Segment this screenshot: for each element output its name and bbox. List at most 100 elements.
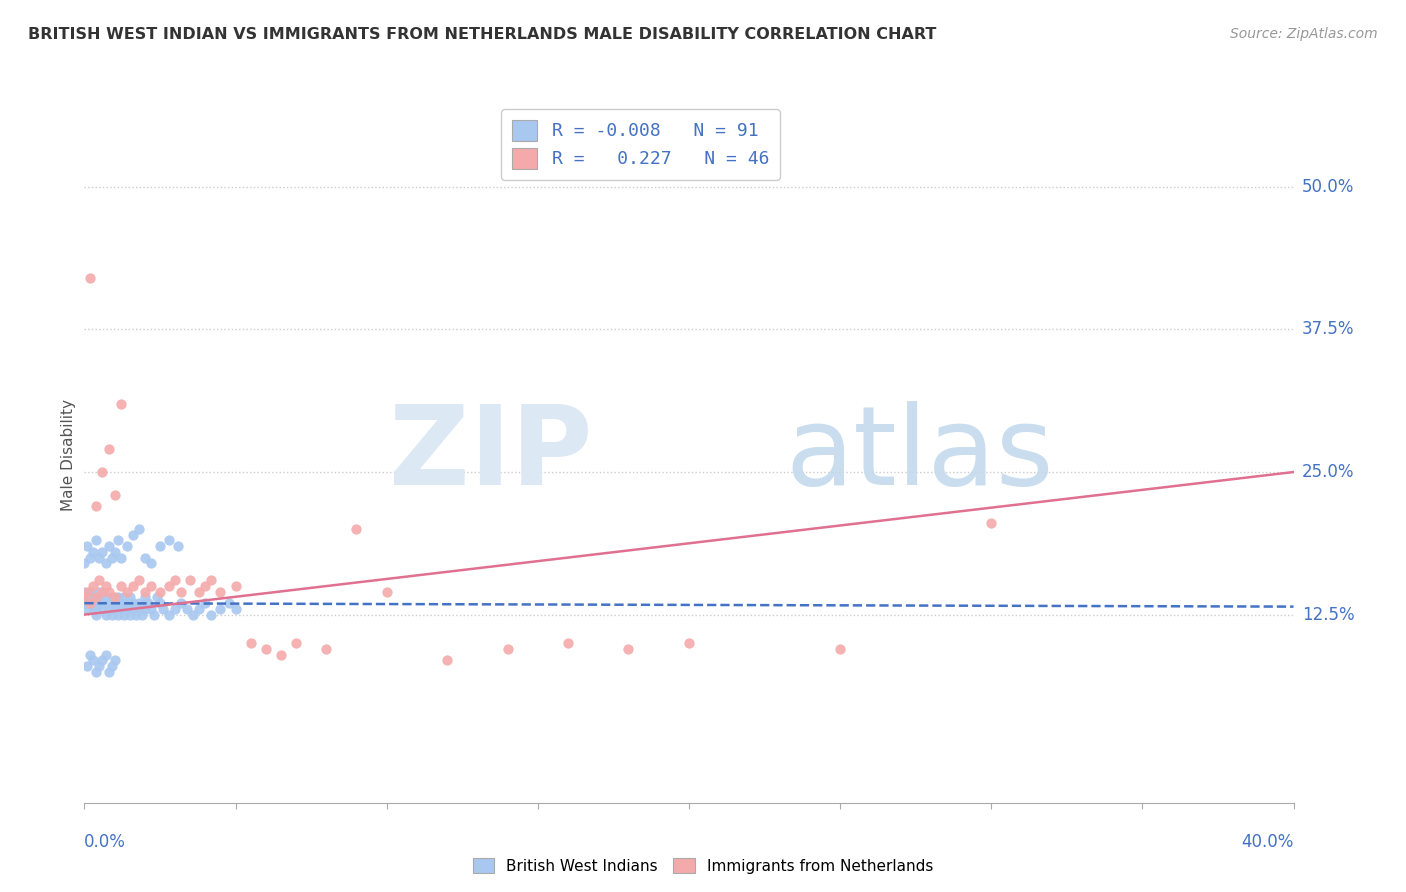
Point <box>110 550 132 565</box>
Point <box>91 653 114 667</box>
Point <box>209 584 232 599</box>
Point <box>110 579 132 593</box>
Point <box>131 607 153 622</box>
Point <box>82 579 104 593</box>
Point <box>128 522 150 536</box>
Point <box>134 584 156 599</box>
Text: 50.0%: 50.0% <box>1302 178 1354 196</box>
Point <box>139 556 162 570</box>
Point <box>86 591 108 605</box>
Point <box>139 579 162 593</box>
Point <box>157 579 180 593</box>
Point <box>89 596 111 610</box>
Point <box>157 533 180 548</box>
Point <box>110 396 132 410</box>
Point <box>496 641 519 656</box>
Point <box>91 602 114 616</box>
Point <box>97 539 120 553</box>
Point <box>82 591 104 605</box>
Point <box>112 607 135 622</box>
Point <box>104 653 127 667</box>
Point <box>89 550 111 565</box>
Point <box>115 602 138 616</box>
Point <box>89 584 111 599</box>
Point <box>73 591 96 605</box>
Point <box>115 584 138 599</box>
Text: Source: ZipAtlas.com: Source: ZipAtlas.com <box>1230 27 1378 41</box>
Point <box>121 579 143 593</box>
Point <box>121 602 143 616</box>
Point <box>79 596 101 610</box>
Point <box>73 556 96 570</box>
Point <box>170 596 193 610</box>
Point <box>163 574 186 588</box>
Point <box>115 596 138 610</box>
Point <box>194 596 217 610</box>
Point <box>110 596 132 610</box>
Point <box>104 602 127 616</box>
Point <box>104 596 127 610</box>
Point <box>97 602 120 616</box>
Point <box>149 539 172 553</box>
Point <box>91 545 114 559</box>
Point <box>100 659 122 673</box>
Legend: British West Indians, Immigrants from Netherlands: British West Indians, Immigrants from Ne… <box>467 852 939 880</box>
Point <box>79 584 101 599</box>
Point <box>89 574 111 588</box>
Text: atlas: atlas <box>786 401 1054 508</box>
Point <box>134 602 156 616</box>
Point <box>149 584 172 599</box>
Point <box>100 607 122 622</box>
Point <box>121 596 143 610</box>
Point <box>557 636 579 650</box>
Point <box>86 533 108 548</box>
Point <box>181 607 204 622</box>
Point <box>315 641 337 656</box>
Point <box>200 574 222 588</box>
Point <box>91 584 114 599</box>
Point <box>139 602 162 616</box>
Legend: R = -0.008   N = 91, R =   0.227   N = 46: R = -0.008 N = 91, R = 0.227 N = 46 <box>501 109 780 179</box>
Text: ZIP: ZIP <box>389 401 592 508</box>
Point <box>89 591 111 605</box>
Text: 12.5%: 12.5% <box>1302 606 1354 624</box>
Point <box>170 584 193 599</box>
Point <box>110 602 132 616</box>
Point <box>149 596 172 610</box>
Point <box>100 550 122 565</box>
Point <box>94 591 117 605</box>
Point <box>94 579 117 593</box>
Point <box>167 539 190 553</box>
Point <box>107 533 129 548</box>
Point <box>104 488 127 502</box>
Point <box>94 648 117 662</box>
Point <box>152 602 174 616</box>
Point <box>254 641 277 656</box>
Point <box>76 659 98 673</box>
Point <box>94 556 117 570</box>
Point <box>194 579 217 593</box>
Point <box>97 596 120 610</box>
Point <box>91 596 114 610</box>
Point <box>89 659 111 673</box>
Point <box>73 584 96 599</box>
Point <box>225 579 247 593</box>
Point <box>76 602 98 616</box>
Point <box>176 602 198 616</box>
Point <box>188 602 211 616</box>
Point <box>209 602 232 616</box>
Point <box>107 591 129 605</box>
Text: 37.5%: 37.5% <box>1302 320 1354 338</box>
Point <box>79 550 101 565</box>
Point <box>107 607 129 622</box>
Point <box>163 602 186 616</box>
Point <box>86 607 108 622</box>
Point <box>179 574 201 588</box>
Point <box>76 596 98 610</box>
Point <box>125 607 148 622</box>
Point <box>94 607 117 622</box>
Point <box>115 539 138 553</box>
Point <box>375 584 398 599</box>
Point <box>157 607 180 622</box>
Point <box>270 648 292 662</box>
